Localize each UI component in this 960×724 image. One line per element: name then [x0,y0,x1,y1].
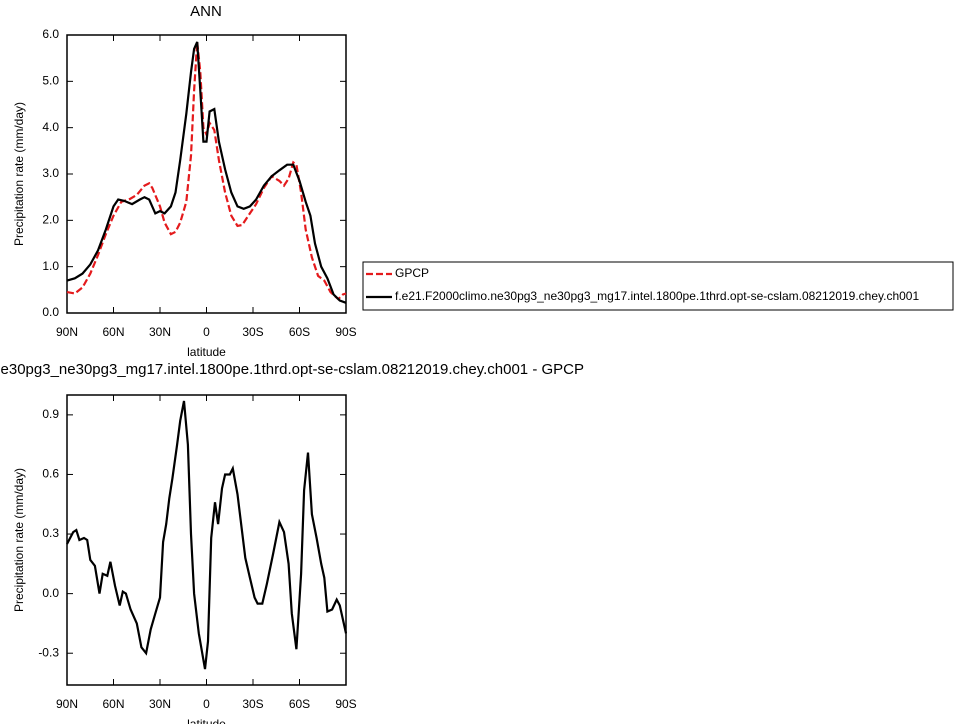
x-tick-label: 60N [102,325,124,339]
x-tick-label: 60N [102,697,124,711]
data-line [66,400,348,670]
y-tick-label: 2.0 [42,213,59,227]
x-tick-label: 30N [149,697,171,711]
data-line [66,41,347,301]
y-tick-label: 5.0 [42,74,59,88]
y-axis-label: Precipitation rate (mm/day) [12,102,26,246]
x-tick-label: 90N [56,325,78,339]
y-axis-label: Precipitation rate (mm/day) [12,468,26,612]
x-tick-label: 90S [335,697,356,711]
chart-title: ANN [190,3,222,20]
x-tick-label: 0 [203,697,210,711]
legend-box [362,261,954,311]
x-tick-label: 60S [289,325,310,339]
chart-title: f.e21.F2000climo.ne30pg3_ne30pg3_mg17.in… [0,361,584,378]
y-tick-label: 0.9 [42,407,59,421]
y-tick-label: 0.6 [42,467,59,481]
y-tick-label: 1.0 [42,259,59,273]
legend-label: f.e21.F2000climo.ne30pg3_ne30pg3_mg17.in… [395,289,919,303]
x-tick-label: 90S [335,325,356,339]
x-tick-label: 30S [242,325,263,339]
legend-label: GPCP [395,266,429,280]
x-tick-label: 60S [289,697,310,711]
x-tick-label: 30S [242,697,263,711]
y-tick-label: 3.0 [42,166,59,180]
y-tick-label: 0.0 [42,586,59,600]
y-tick-label: 6.0 [42,27,59,41]
x-axis-label: latitude [187,717,226,724]
x-tick-label: 30N [149,325,171,339]
plot-frame [66,394,347,686]
y-tick-label: 4.0 [42,120,59,134]
x-axis-label: latitude [187,345,226,359]
y-tick-label: 0.0 [42,305,59,319]
plot-frame [66,34,347,314]
data-line [66,41,347,304]
x-tick-label: 0 [203,325,210,339]
y-tick-label: 0.3 [42,526,59,540]
x-tick-label: 90N [56,697,78,711]
y-tick-label: -0.3 [38,645,59,659]
